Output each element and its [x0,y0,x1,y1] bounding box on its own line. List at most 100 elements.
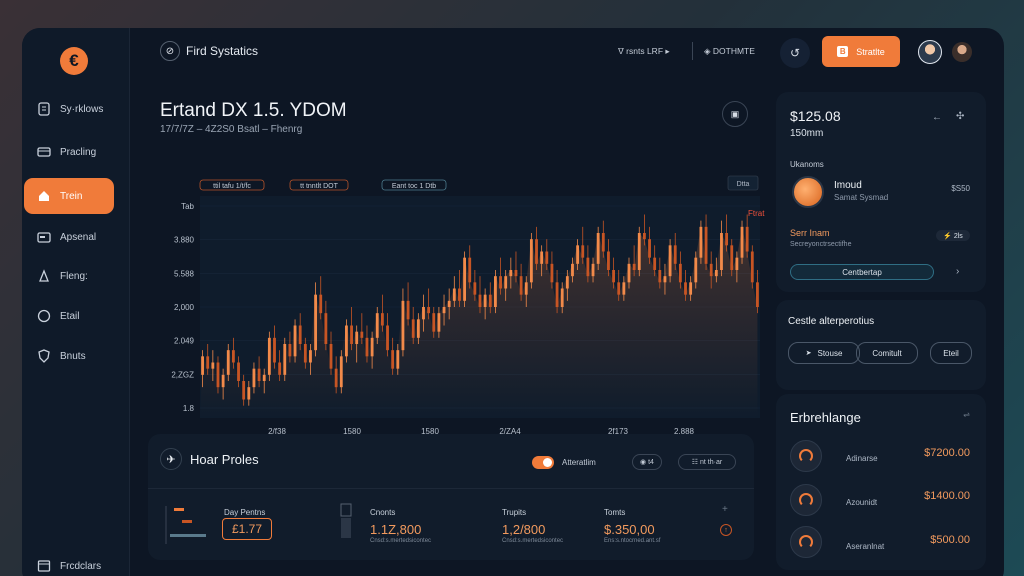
avatar[interactable] [918,40,942,64]
candle-body [689,282,693,295]
candle-body [463,257,466,301]
exchange-row-value: $7200.00 [924,447,970,459]
shield-icon [36,348,52,364]
price-chart[interactable]: ttil tafu 1/t/fc tt tnntlt DOT Eant toc 1 … [162,148,765,436]
exchange-card: Erbrehlange ⇌ Adinarse $7200.00 Azounidt… [776,394,986,570]
back-arrow-icon[interactable]: ← [932,112,942,123]
top-bar: ⊘ Fird Systatics ᐁ rsnts LRF ▸ ◈ DOTHMTE… [130,28,1004,76]
sidebar-item-apsenal[interactable]: Apsenal [24,219,114,255]
continue-button[interactable]: Centbertap [790,264,934,280]
candle-body [319,294,323,314]
more-icon[interactable]: ⇌ [963,410,970,419]
candle-body [447,300,451,307]
candle-body [617,282,621,295]
candle-body [494,276,497,307]
view-chip[interactable]: ☷ nt th·ar [678,454,736,470]
candle-body [571,263,574,277]
refresh-icon[interactable]: ↺ [780,38,810,68]
candle-body [678,263,682,283]
candle-body [216,362,220,388]
sidebar-item-trein[interactable]: Trein [24,178,114,214]
chevron-right-icon[interactable]: › [956,266,960,277]
sidebar: € Sy·rklows Pracling Trein Apsenal [22,28,130,576]
chart-subtitle: 17/7/7Z – 4Z2S0 Bsatl – Fhenrg [160,124,303,135]
brand[interactable]: ⊘ Fird Systatics [160,41,258,61]
stouse-label: Stouse [817,348,843,358]
arrow-up-icon[interactable]: ↑ [720,524,732,536]
sidebar-footer-item[interactable]: Frcdclars [24,548,114,576]
candle-body [334,368,338,388]
plus-icon[interactable]: + [722,504,728,515]
candle-body [709,263,713,277]
candle-body [499,276,502,289]
candle-body [391,350,395,369]
send-icon: ➤ [805,350,812,357]
sidebar-item-label: Bnuts [60,350,86,362]
wallet-icon [36,229,52,245]
candle-body [231,350,235,363]
chart-tag-box [381,179,447,191]
candle-body [607,251,610,270]
indicator-label: Dtta [737,181,750,188]
header-link-dothmte[interactable]: ◈ DOTHMTE [704,46,755,56]
candle-body [237,362,240,381]
y-tick-label: 5.588 [174,269,195,278]
candle-body [370,337,374,357]
candle-body [653,257,657,270]
candle-body [673,245,677,264]
candle-body [596,233,600,264]
candle-body [339,356,343,388]
candle-body [309,350,312,363]
sidebar-item-label: Apsenal [60,231,97,243]
bar-icon [340,503,352,538]
chart-menu-icon[interactable]: ▣ [722,101,748,127]
app-logo[interactable]: € [60,47,88,75]
comitult-button[interactable]: Comitult [856,342,918,364]
stat-label-trupits: Trupits [502,508,527,517]
y-tick-label: 1.8 [183,404,195,413]
candle-body [396,350,400,369]
candle-body [550,263,554,283]
sidebar-item-workflows[interactable]: Sy·rklows [24,91,114,127]
candle-body [267,337,271,375]
move-icon[interactable]: ✣ [956,111,965,122]
candle-body [360,331,364,338]
sidebar-item-bnuts[interactable]: Bnuts [24,338,114,374]
eteil-button[interactable]: Eteil [930,342,972,364]
candle-body [257,368,261,381]
x-tick-label: 2f173 [608,427,629,436]
candle-body [668,245,672,277]
candle-body [432,313,436,332]
candle-body [221,374,225,388]
exchange-row-value: $500.00 [930,534,970,546]
y-tick-label: Tab [181,202,194,211]
candle-body [756,282,759,307]
candle-body [740,226,744,258]
candle-body [714,270,718,277]
stouse-button[interactable]: ➤ Stouse [788,342,860,364]
alert-chip[interactable]: ⚡ 2ls [936,230,970,241]
candle-body [422,307,425,320]
sidebar-item-etail[interactable]: Etail [24,298,114,334]
candle-body [278,362,282,375]
avatar-secondary[interactable] [952,42,972,62]
coin-title: Imoud [834,180,862,191]
candle-body [293,325,297,357]
header-link-events[interactable]: ᐁ rsnts LRF ▸ [618,46,670,56]
candle-body [411,319,415,338]
candle-body [509,270,513,277]
header-cta-button[interactable]: B Stratlte [822,36,900,67]
chat-icon [36,308,52,324]
candle-body [355,331,359,344]
alternation-toggle[interactable] [532,456,554,469]
stat-sub-trupits: Cnsd:s.mertedsicontec [502,538,564,544]
sidebar-item-pricing[interactable]: Pracling [24,134,114,170]
sidebar-item-fleng[interactable]: Fleng: [24,258,114,294]
filter-chip[interactable]: ◉ t4 [632,454,662,470]
candle-body [437,313,441,332]
stat-value-day[interactable]: £1.77 [222,518,272,540]
candle-body [262,374,266,381]
candle-body [247,387,251,400]
candle-body [663,276,667,283]
coin-icon [792,176,824,208]
